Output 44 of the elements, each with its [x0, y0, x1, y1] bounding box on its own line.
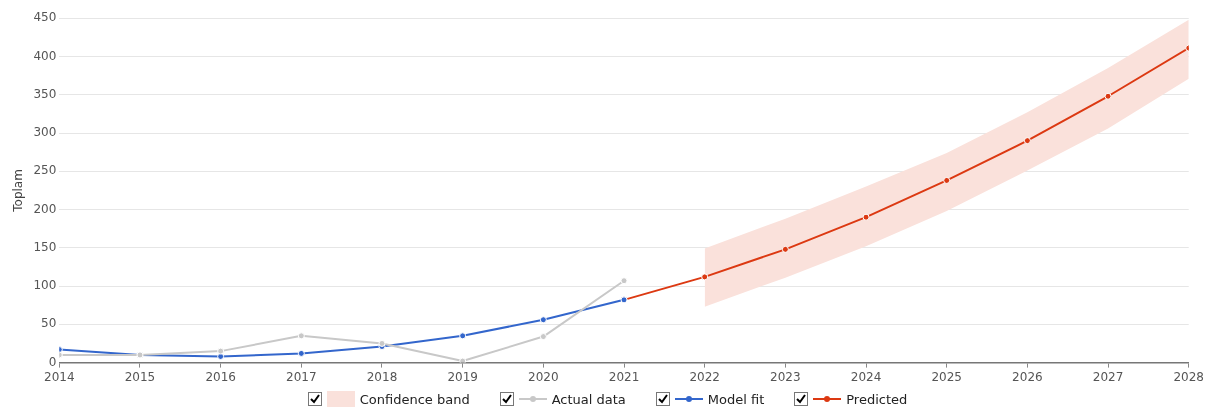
- x-tick-label: 2023: [770, 369, 801, 384]
- x-tick-label: 2022: [689, 369, 720, 384]
- x-tick-label: 2015: [124, 369, 156, 384]
- point: [1023, 137, 1031, 145]
- point: [539, 333, 547, 341]
- y-tick-label: 250: [33, 163, 57, 178]
- point: [297, 332, 305, 340]
- x-tick-label: 2025: [931, 369, 962, 384]
- y-tick-label: 300: [33, 125, 57, 140]
- point: [217, 347, 225, 355]
- point: [459, 357, 467, 363]
- point: [539, 316, 547, 324]
- x-tick-label: 2017: [286, 369, 317, 384]
- y-tick-label: 350: [33, 86, 57, 101]
- y-tick-label: 450: [33, 10, 57, 25]
- point: [862, 213, 870, 221]
- point: [297, 349, 305, 357]
- legend-label: Actual data: [551, 391, 626, 407]
- legend-label: Model fit: [707, 391, 765, 407]
- y-tick-label: 50: [41, 316, 57, 331]
- x-tick-label: 2026: [1012, 369, 1043, 384]
- x-tick-label: 2014: [44, 369, 75, 384]
- point: [701, 273, 709, 281]
- text: Confidence band: [359, 391, 470, 407]
- x-tick-label: 2021: [608, 369, 640, 384]
- y-tick-label: 150: [33, 239, 57, 254]
- point: [781, 245, 789, 253]
- x-tick-label: 2020: [528, 369, 559, 384]
- x-tick-label: 2027: [1092, 369, 1124, 384]
- legend-label: Predicted: [846, 391, 908, 407]
- y-tick-label: 0: [48, 354, 57, 369]
- x-tick-label: 2018: [366, 369, 398, 384]
- point: [943, 176, 951, 184]
- y-tick-label: 100: [33, 278, 57, 293]
- point: [620, 277, 628, 285]
- point: [459, 332, 467, 340]
- point: [1104, 92, 1112, 100]
- x-tick-label: 2019: [447, 369, 478, 384]
- x-tick-label: 2024: [850, 369, 882, 384]
- y-axis-title: Toplam: [11, 169, 26, 213]
- x-tick-label: 2016: [205, 369, 236, 384]
- x-tick-label: 2028: [1173, 369, 1204, 384]
- y-tick-label: 200: [33, 201, 57, 216]
- y-tick-label: 400: [33, 48, 57, 63]
